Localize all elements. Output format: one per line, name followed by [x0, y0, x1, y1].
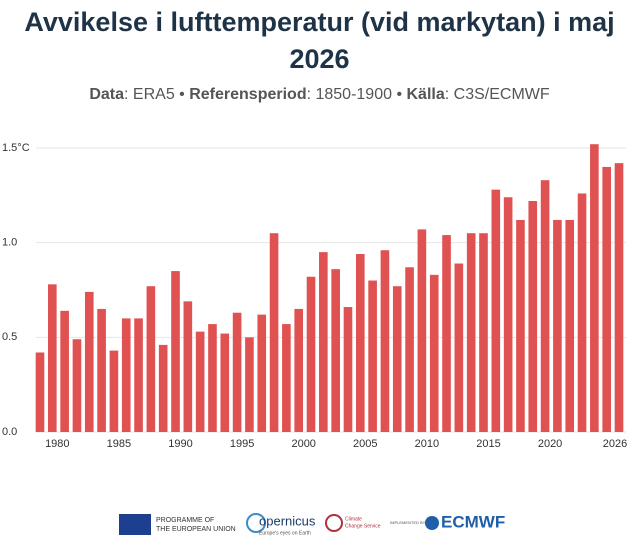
bar [232, 312, 242, 432]
copernicus-logo [246, 513, 266, 533]
bar [134, 318, 143, 432]
bar [553, 219, 562, 432]
bar [392, 286, 402, 432]
bar [60, 310, 69, 432]
bar [442, 235, 451, 432]
bar [454, 263, 464, 432]
bar [84, 291, 94, 432]
bar [503, 197, 513, 432]
subtitle-part: Källa [406, 86, 445, 103]
bar [614, 163, 624, 432]
x-tick-label: 1995 [230, 438, 254, 450]
eu-text: PROGRAMME OF [156, 517, 214, 524]
bar [294, 308, 304, 432]
bar [540, 180, 550, 432]
bar [146, 286, 156, 432]
y-tick-label: 0.0 [2, 426, 17, 438]
bar [208, 324, 217, 432]
bar [331, 269, 340, 432]
subtitle-part: Referensperiod [189, 86, 307, 103]
chart-title: Avvikelse i lufttemperatur (vid markytan… [24, 7, 615, 74]
x-tick-label: 1985 [107, 438, 131, 450]
bar [479, 233, 488, 432]
c3s-text: Climate [345, 516, 362, 522]
bar [306, 276, 316, 432]
bar [516, 219, 525, 432]
copernicus-text: opernicus [259, 513, 316, 528]
subtitle-part: Data [89, 86, 125, 103]
c3s-logo [325, 514, 343, 532]
bar [282, 324, 291, 432]
bar [565, 219, 575, 432]
bar [195, 331, 205, 432]
x-tick-label: 2000 [291, 438, 315, 450]
ecmwf-text: ECMWF [441, 512, 505, 531]
bar [466, 233, 476, 432]
subtitle: Data: ERA5 • Referensperiod: 1850-1900 •… [0, 86, 639, 104]
subtitle-part: : C3S/ECMWF [444, 86, 550, 103]
implemented-text: IMPLEMENTED BY [390, 520, 426, 525]
x-tick-label: 2026 [603, 438, 627, 450]
c3s-text: Change Service [345, 523, 381, 529]
bar [121, 318, 131, 432]
bar [417, 229, 427, 432]
bar [343, 307, 353, 432]
footer: PROGRAMME OF THE EUROPEAN UNION opernicu… [119, 512, 505, 536]
bar [158, 344, 168, 432]
y-tick-label: 1.5°C [2, 142, 30, 154]
bar [48, 284, 57, 432]
bar [220, 333, 230, 432]
subtitle-part: : 1850-1900 • [306, 86, 407, 103]
bar [577, 193, 587, 432]
bar [245, 337, 254, 432]
bar [491, 189, 501, 432]
eu-flag [119, 514, 151, 535]
bar [319, 252, 328, 432]
bar [380, 250, 390, 432]
x-tick-label: 1990 [168, 438, 192, 450]
x-tick-label: 1980 [45, 438, 69, 450]
x-tick-label: 2015 [476, 438, 500, 450]
bar [429, 274, 439, 432]
bar [590, 144, 599, 433]
x-tick-label: 2020 [538, 438, 562, 450]
bar [405, 267, 414, 432]
copernicus-sub: Europe's eyes on Earth [259, 530, 311, 536]
bar [183, 301, 193, 432]
subtitle-part: : ERA5 • [124, 86, 190, 103]
eu-text: THE EUROPEAN UNION [156, 526, 236, 533]
bar [109, 350, 119, 432]
bar [35, 352, 45, 432]
y-tick-label: 1.0 [2, 237, 17, 249]
y-tick-label: 0.5 [2, 331, 17, 343]
bar [257, 314, 267, 432]
bar [355, 254, 365, 432]
bar [97, 308, 106, 432]
x-tick-label: 2010 [415, 438, 439, 450]
bar [602, 166, 611, 432]
x-tick-label: 2005 [353, 438, 377, 450]
bar [72, 339, 82, 432]
ecmwf-logo [425, 516, 439, 530]
bar [171, 271, 180, 432]
bar [269, 233, 279, 432]
bar [368, 280, 377, 432]
bar [528, 201, 538, 432]
